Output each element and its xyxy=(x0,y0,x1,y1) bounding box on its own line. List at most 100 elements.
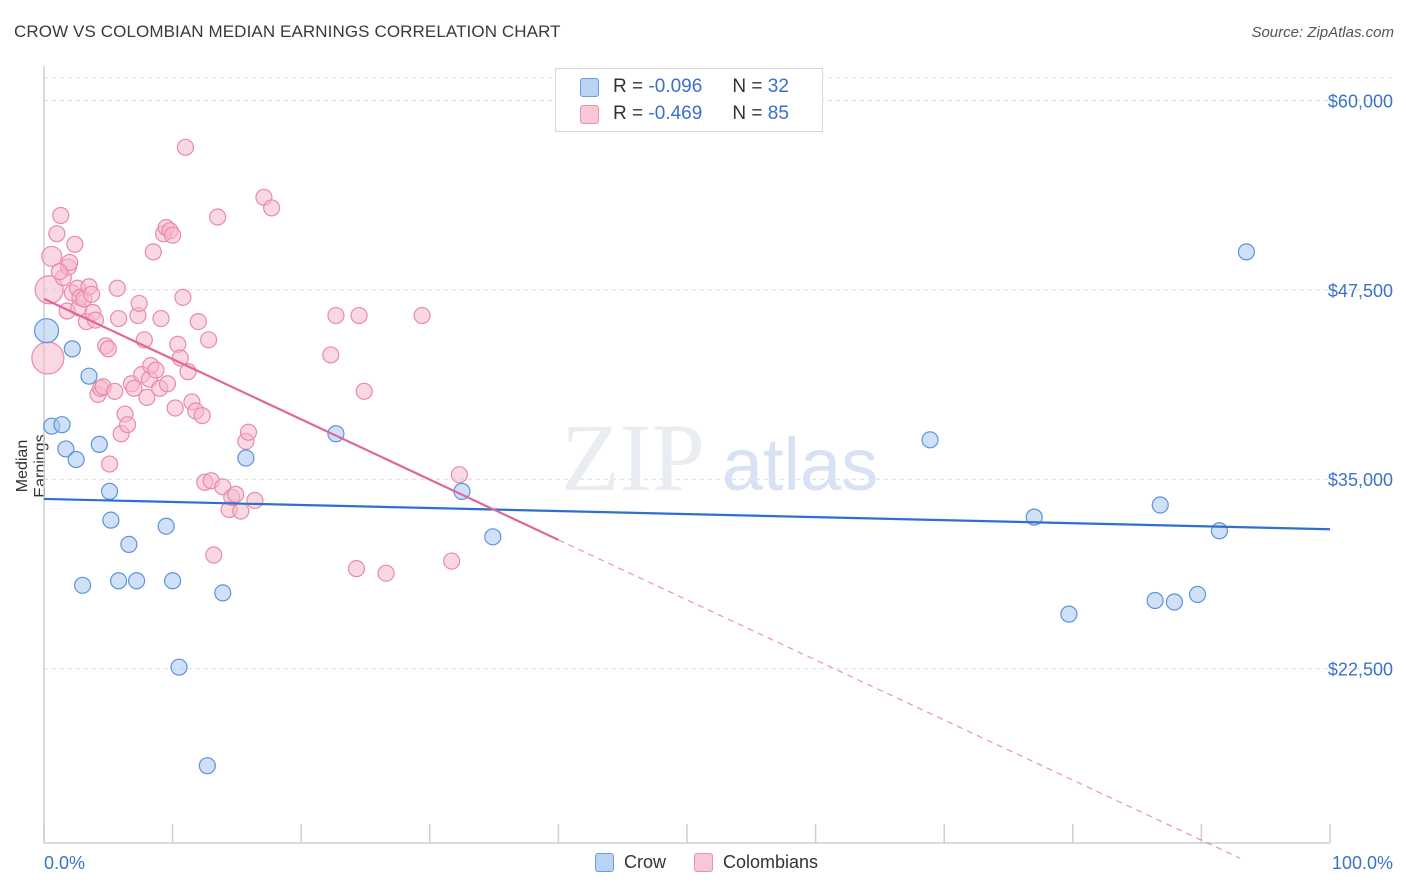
crow-point xyxy=(33,318,60,344)
colombians-point xyxy=(322,346,340,364)
colombians-trend-line xyxy=(43,297,559,541)
crow-point xyxy=(157,517,175,535)
legend-row-colombians: R = -0.469 N = 85 xyxy=(580,101,789,127)
colombians-point xyxy=(41,245,63,268)
colombians-point xyxy=(232,502,250,520)
colombians-point xyxy=(31,341,65,375)
legend-row-crow: R = -0.096 N = 32 xyxy=(580,74,789,100)
crow-point xyxy=(100,482,119,500)
crow-point xyxy=(57,440,75,458)
legend-r-label: R = xyxy=(613,76,644,97)
colombians-point xyxy=(118,416,137,434)
legend-r-label: R = xyxy=(613,103,644,124)
colombians-point xyxy=(158,375,177,393)
watermark: ZIP atlas xyxy=(561,404,878,511)
legend-crow-label: Crow xyxy=(624,852,667,872)
colombians-point xyxy=(138,388,156,406)
colombians-point xyxy=(48,225,66,243)
colombians-point xyxy=(443,552,461,570)
x-tick-label-min: 0.0% xyxy=(44,853,85,873)
crow-point xyxy=(1188,585,1207,604)
colombians-points xyxy=(31,138,468,582)
crow-swatch-icon xyxy=(595,853,614,872)
colombians-point xyxy=(350,306,368,325)
colombians-point xyxy=(66,235,84,253)
colombians-point xyxy=(100,455,119,473)
watermark-atlas: atlas xyxy=(722,423,878,506)
crow-point xyxy=(170,658,188,676)
series-legend: Crow Colombians xyxy=(595,852,846,873)
colombians-point xyxy=(209,208,227,226)
trend-lines xyxy=(43,297,1331,859)
chart-title: CROW VS COLOMBIAN MEDIAN EARNINGS CORREL… xyxy=(14,22,561,41)
crow-point xyxy=(90,435,108,453)
crow-point xyxy=(120,535,138,554)
crow-point xyxy=(73,576,92,594)
crow-point xyxy=(921,431,939,449)
colombians-point xyxy=(164,226,182,244)
colombians-point xyxy=(450,466,468,484)
colombians-point xyxy=(108,279,126,297)
colombians-trend-extension xyxy=(558,539,1241,859)
colombians-point xyxy=(82,285,101,303)
y-tick-label: $47,500 xyxy=(1328,281,1393,301)
axes xyxy=(43,66,1331,844)
crow-point xyxy=(1146,591,1164,610)
colombians-point xyxy=(377,564,395,582)
colombians-point xyxy=(152,309,170,328)
legend-n-label: N = xyxy=(732,76,763,97)
legend-crow-n: 32 xyxy=(767,76,789,97)
crow-point xyxy=(1151,496,1169,514)
legend-colombians-r: -0.469 xyxy=(648,103,703,124)
colombians-point xyxy=(176,138,195,156)
crow-point xyxy=(102,511,120,529)
legend-item-colombians[interactable]: Colombians xyxy=(694,852,818,873)
crow-point xyxy=(237,449,255,467)
y-tick-label: $22,500 xyxy=(1328,660,1393,680)
y-tick-label: $60,000 xyxy=(1328,91,1393,111)
crow-point xyxy=(63,340,81,358)
watermark-zip: ZIP xyxy=(561,404,705,511)
colombians-point xyxy=(246,491,264,510)
y-tick-label: $35,000 xyxy=(1328,470,1393,490)
crow-point xyxy=(53,416,71,434)
crow-point xyxy=(80,367,98,385)
colombians-point xyxy=(125,379,143,397)
crow-point xyxy=(1210,522,1229,540)
colombians-swatch-icon xyxy=(694,853,714,872)
colombians-point xyxy=(144,243,162,261)
legend-n-label: N = xyxy=(732,103,763,124)
colombians-point xyxy=(52,206,70,225)
crow-point xyxy=(67,450,85,469)
crow-trend-line xyxy=(43,497,1331,531)
crow-point xyxy=(484,528,502,546)
crow-point xyxy=(1060,605,1078,623)
legend-crow-r: -0.096 xyxy=(648,76,703,97)
crow-point xyxy=(127,572,146,590)
colombians-point xyxy=(99,340,117,358)
crow-point xyxy=(214,584,232,602)
crow-point xyxy=(198,757,216,775)
colombians-point xyxy=(189,313,207,331)
colombians-point xyxy=(205,546,223,564)
colombians-point xyxy=(263,199,281,217)
crow-points xyxy=(33,243,1256,775)
colombians-point xyxy=(347,560,366,578)
colombians-swatch-icon xyxy=(580,104,599,124)
colombians-point xyxy=(147,361,165,379)
colombians-point xyxy=(130,294,148,313)
colombians-point xyxy=(413,306,431,325)
colombians-point xyxy=(109,309,128,328)
legend-colombians-n: 85 xyxy=(767,103,789,124)
crow-point xyxy=(1237,243,1256,261)
crow-point xyxy=(1165,593,1183,611)
crow-swatch-icon xyxy=(580,77,599,97)
colombians-point xyxy=(239,423,258,441)
colombians-point xyxy=(200,331,218,349)
colombians-point xyxy=(327,306,345,325)
colombians-point xyxy=(34,275,64,305)
grid-lines xyxy=(44,77,1393,670)
colombians-point xyxy=(50,262,69,281)
x-tick-label-max: 100.0% xyxy=(1332,853,1393,873)
legend-item-crow[interactable]: Crow xyxy=(595,852,666,873)
